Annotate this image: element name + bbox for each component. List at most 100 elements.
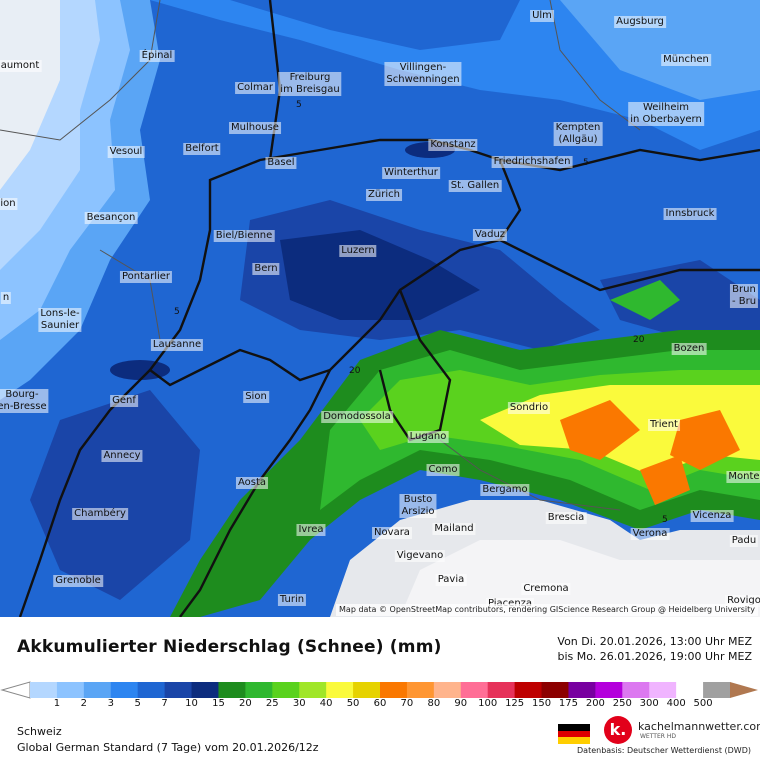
city-label: Brun - Bru	[729, 284, 759, 308]
legend-swatch	[460, 682, 489, 698]
legend-min-arrow	[0, 681, 31, 699]
city-label: Verona	[630, 528, 670, 540]
legend-tick-label: 125	[505, 698, 525, 709]
city-label: Friedrichshafen	[491, 156, 573, 168]
legend-swatch	[433, 682, 462, 698]
legend-swatch	[191, 682, 219, 698]
legend-tick-label: 3	[107, 698, 114, 709]
legend-tick-label: 70	[400, 698, 414, 709]
city-label: Vesoul	[107, 146, 145, 158]
city-label: Biel/Bienne	[213, 230, 275, 242]
legend-swatch	[595, 682, 623, 698]
legend-tick-label: 80	[427, 698, 441, 709]
contour-label: 5	[296, 100, 302, 110]
city-label: Augsburg	[614, 16, 666, 28]
legend-swatch	[110, 682, 139, 698]
date-to: bis Mo. 26.01.2026, 19:00 Uhr MEZ	[557, 650, 752, 663]
city-label: Colmar	[235, 82, 275, 94]
city-label: Novara	[372, 527, 412, 539]
legend-tick-label: 175	[558, 698, 578, 709]
city-label: Vigevano	[394, 550, 446, 562]
city-label: Besançon	[84, 212, 138, 224]
contour-label: 5	[583, 158, 589, 168]
legend-swatch	[353, 682, 381, 698]
legend-swatch	[164, 682, 193, 698]
legend-tick-label: 50	[346, 698, 360, 709]
city-label: Monte	[726, 471, 760, 483]
city-label: Weilheim in Oberbayern	[628, 102, 704, 126]
city-label: Turin	[277, 594, 307, 606]
city-label: Lausanne	[150, 339, 204, 351]
legend-tick-label: 500	[693, 698, 713, 709]
city-label: Trient	[648, 419, 680, 431]
city-label: Luzern	[339, 245, 377, 257]
city-label: Ivrea	[296, 524, 326, 536]
legend-tick-label: 90	[454, 698, 468, 709]
city-label: Como	[426, 464, 460, 476]
legend-swatch	[30, 682, 58, 698]
city-label: Freiburg im Breisgau	[278, 72, 342, 96]
city-label: Ulm	[530, 10, 554, 22]
contour-label: 20	[633, 335, 645, 345]
city-label: Padu	[729, 535, 759, 547]
legend-tick-label: 150	[531, 698, 552, 709]
city-label: Vaduz	[472, 229, 508, 241]
date-from: Von Di. 20.01.2026, 13:00 Uhr MEZ	[557, 635, 752, 648]
legend-tick-label: 7	[161, 698, 168, 709]
city-label: Bern	[252, 263, 280, 275]
legend-swatch	[649, 682, 677, 698]
city-label: Lons-le- Saunier	[38, 308, 82, 332]
legend-swatch	[487, 682, 516, 698]
legend-tick-label: 30	[292, 698, 306, 709]
model-label: Global German Standard (7 Tage) vom 20.0…	[17, 741, 319, 754]
kachelmann-logo-icon[interactable]: k.	[604, 716, 632, 744]
legend-swatch	[568, 682, 596, 698]
legend-swatch	[380, 682, 408, 698]
city-label: Brescia	[545, 512, 587, 524]
city-label: München	[661, 54, 711, 66]
legend-tick-label: 10	[185, 698, 198, 709]
city-label: Pavia	[435, 574, 467, 586]
legend-tick-label: 200	[585, 698, 605, 709]
city-label: Annecy	[101, 450, 143, 462]
legend-tick-label: 5	[134, 698, 141, 709]
city-label: Domodossola	[321, 411, 393, 423]
city-label: Kempten (Allgäu)	[553, 122, 603, 146]
legend-tick-label: 400	[666, 698, 686, 709]
precipitation-field	[0, 0, 760, 617]
german-flag-icon	[558, 724, 590, 744]
legend-tick-label: 2	[80, 698, 88, 709]
brand-name[interactable]: kachelmannwetter.com	[638, 720, 760, 733]
legend-swatch	[514, 682, 543, 698]
city-label: Genf	[110, 395, 138, 407]
contour-label: 5	[174, 307, 180, 317]
legend-tick-label: 40	[319, 698, 333, 709]
legend-swatch	[56, 682, 85, 698]
city-label: Bozen	[671, 343, 707, 355]
city-label: Belfort	[183, 143, 221, 155]
color-legend	[0, 681, 758, 699]
region-label: Schweiz	[17, 725, 62, 738]
legend-swatch	[245, 682, 273, 698]
legend-swatch	[83, 682, 112, 698]
legend-swatch	[622, 682, 650, 698]
legend-tick-label: 100	[478, 698, 498, 709]
city-label: Innsbruck	[663, 208, 717, 220]
city-label: Sion	[243, 391, 269, 403]
map-attribution[interactable]: Map data © OpenStreetMap contributors, r…	[336, 604, 758, 616]
legend-max-arrow	[730, 682, 758, 698]
legend-swatch	[137, 682, 166, 698]
legend-tick-label: 20	[239, 698, 252, 709]
legend-tick-label: 1	[53, 698, 61, 709]
city-label: Villingen- Schwenningen	[384, 62, 462, 86]
city-label: Pontarlier	[119, 271, 173, 283]
city-label: Épinal	[139, 50, 175, 62]
brand-subtitle: WETTER HD	[640, 733, 676, 740]
legend-swatch	[218, 682, 246, 698]
city-label: Mulhouse	[229, 122, 281, 134]
contour-label: 5	[662, 515, 668, 525]
city-label: Aosta	[235, 477, 269, 489]
legend-tick-label: 15	[212, 698, 225, 709]
precipitation-map[interactable]: Ulm Augsburg Épinal aumont Freiburg im Breis…	[0, 0, 760, 617]
city-label: Bergamo	[480, 484, 530, 496]
